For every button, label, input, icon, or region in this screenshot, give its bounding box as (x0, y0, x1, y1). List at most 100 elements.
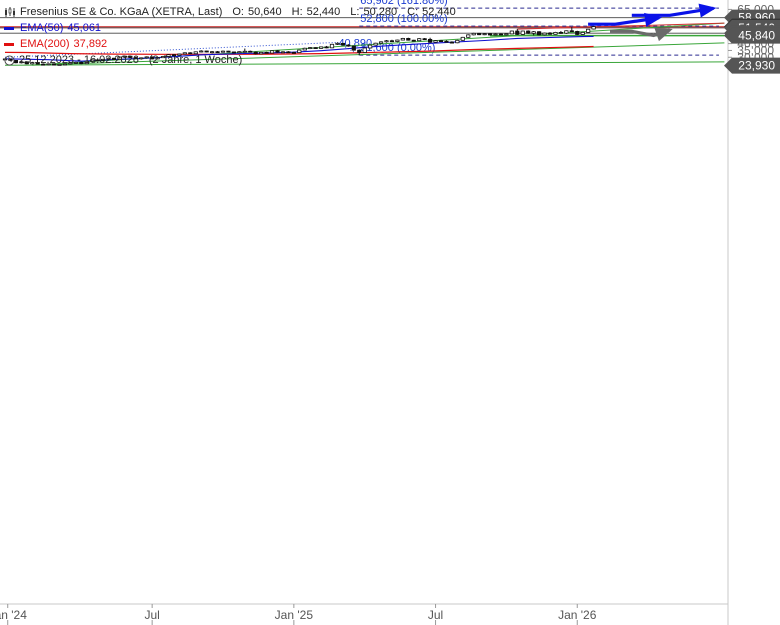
candle-body (368, 44, 373, 49)
time-tick-label: Jan '26 (558, 608, 597, 622)
candle-body (117, 56, 122, 61)
candle-body (41, 63, 46, 66)
candle-body (226, 50, 231, 53)
candle-body (406, 38, 411, 41)
instrument-name: Fresenius SE & Co. KGaA (XETRA, Last) (20, 6, 223, 18)
overlay-layer (588, 3, 717, 42)
candle-body (455, 39, 460, 44)
candle-body (498, 33, 504, 36)
candle-body (335, 42, 340, 45)
candles-layer (2, 26, 596, 66)
candle-body (68, 62, 73, 65)
candle-body (444, 40, 449, 43)
ema50-swatch (4, 26, 14, 30)
candle-body (509, 30, 514, 35)
high-label: H: (291, 6, 303, 18)
candle-body (150, 56, 155, 60)
fib-level-label: 65,902 (161.80%) (360, 0, 447, 7)
candle-body (215, 51, 220, 54)
candle-body (57, 63, 62, 66)
time-tick-label: Jan '25 (275, 608, 314, 622)
price-flag-text: 23,930 (738, 59, 775, 73)
legend-ema200-row[interactable]: EMA(200) 37,892 (4, 36, 456, 52)
close-value: 52,440 (422, 6, 456, 18)
candle-body (46, 63, 51, 66)
candle-body (280, 51, 286, 54)
candle-body (558, 31, 564, 34)
candle-body (324, 46, 329, 49)
candle-body (438, 40, 444, 42)
candle-body (389, 40, 395, 43)
open-value: 50,640 (247, 6, 282, 18)
candle-body (308, 47, 313, 49)
candle-body (62, 63, 68, 66)
candle-body (329, 43, 335, 49)
time-axis: Jan '24 Jul Jan '25 Jul Jan '26 (0, 603, 728, 625)
candle-body (231, 51, 236, 54)
candle-body (171, 54, 177, 57)
chart-legend: Fresenius SE & Co. KGaA (XETRA, Last) O:… (4, 4, 456, 68)
candle-body (362, 47, 367, 53)
candle-body (526, 30, 531, 34)
candle-body (493, 33, 498, 36)
candle-body (520, 30, 525, 35)
ema200-value: 37,892 (73, 38, 108, 50)
candle-body (204, 50, 209, 53)
candle-body (73, 61, 78, 64)
candle-body (378, 41, 384, 44)
candle-body (542, 32, 547, 36)
blue-projection-arrow-head (698, 3, 717, 18)
candle-body (237, 51, 242, 54)
low-label: L: (350, 6, 360, 18)
candle-body (351, 45, 356, 51)
candle-body (466, 34, 471, 38)
candle-body (547, 32, 553, 35)
candle-body (160, 56, 166, 59)
close-label: C: (407, 6, 419, 18)
candle-body (193, 51, 198, 55)
candle-body (188, 52, 193, 55)
candle-body (487, 33, 493, 36)
candle-body (422, 38, 427, 41)
candle-body (504, 33, 509, 36)
candle-body (101, 58, 106, 61)
candle-body (411, 39, 416, 42)
candle-body (553, 31, 558, 35)
price-flag-shape (724, 57, 780, 74)
ema50-value: 45,061 (67, 22, 102, 34)
candle-body (427, 38, 433, 43)
ema200-line (4, 45, 594, 55)
fib-level-label: 52,800 (100.00%) (360, 13, 447, 25)
candle-body (275, 50, 280, 53)
candle-body (133, 57, 138, 60)
candle-body (199, 50, 204, 53)
ema200-label: EMA(200) (20, 38, 70, 50)
candle-body (564, 30, 569, 34)
legend-period-row: 25.12.2023 - 16.02.2026 (2 Jahre, 1 Woch… (4, 52, 456, 68)
candle-body (122, 55, 127, 58)
price-flag: 45,840 (724, 27, 780, 44)
candle-body (449, 41, 455, 44)
candle-body (248, 50, 253, 53)
candle-body (51, 63, 57, 66)
candle-body (357, 49, 362, 53)
candle-body (106, 57, 111, 60)
candle-body (477, 32, 482, 36)
legend-ema50-row[interactable]: EMA(50) 45,061 (4, 20, 456, 36)
candle-body (586, 28, 591, 33)
green-trendline (4, 61, 725, 66)
candle-body (128, 55, 133, 58)
price-tick-label: 35,000 (737, 43, 774, 57)
green-trendline (32, 42, 725, 66)
candle-body (139, 57, 144, 60)
candle-body (318, 46, 324, 49)
price-flag-text: 45,840 (738, 29, 775, 43)
candle-body (84, 60, 89, 65)
candle-body (286, 51, 291, 54)
price-flag: 23,930 (724, 57, 780, 74)
resistance-zone (0, 26, 728, 28)
candle-body (90, 59, 95, 62)
candle-body (395, 39, 400, 42)
